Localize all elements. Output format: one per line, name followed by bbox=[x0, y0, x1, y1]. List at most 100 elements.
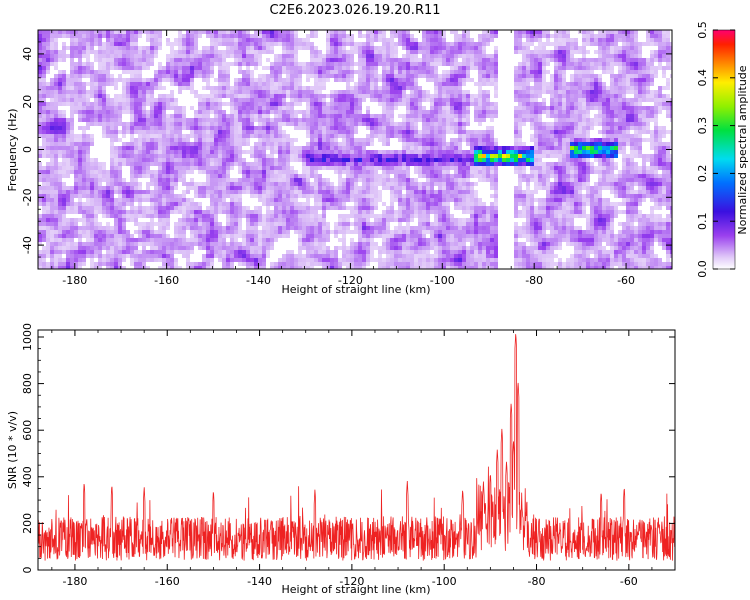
spectrogram-cell bbox=[194, 146, 198, 150]
spectrogram-cell bbox=[154, 46, 158, 50]
spectrogram-cell bbox=[630, 50, 634, 54]
spectrogram-cell bbox=[194, 150, 198, 154]
spectrogram-cell bbox=[518, 102, 522, 106]
spectrogram-cell bbox=[570, 122, 574, 126]
spectrogram-cell bbox=[338, 150, 342, 154]
spectrogram-cell bbox=[566, 134, 570, 138]
spectrogram-cell bbox=[70, 126, 74, 130]
spectrogram-cell bbox=[622, 110, 626, 114]
spectrogram-cell bbox=[46, 94, 50, 98]
spectrogram-cell bbox=[318, 126, 322, 130]
spectrogram-cell bbox=[66, 170, 70, 174]
spectrogram-cell bbox=[230, 54, 234, 58]
spectrogram-cell bbox=[610, 138, 614, 142]
spectrogram-cell bbox=[194, 46, 198, 50]
spectrogram-cell bbox=[610, 114, 614, 118]
spectrogram-cell bbox=[430, 102, 434, 106]
spectrogram-cell bbox=[474, 106, 478, 110]
spectrogram-cell bbox=[162, 134, 166, 138]
spectrogram-cell bbox=[206, 162, 210, 166]
spectrogram-cell bbox=[478, 34, 482, 38]
spectrogram-cell bbox=[454, 70, 458, 74]
spectrogram-cell bbox=[570, 102, 574, 106]
spectrogram-cell bbox=[302, 70, 306, 74]
spectrogram-cell bbox=[606, 38, 610, 42]
spectrogram-cell bbox=[190, 82, 194, 86]
spectrogram-cell bbox=[434, 146, 438, 150]
spectrogram-cell bbox=[262, 94, 266, 98]
spectrogram-cell bbox=[566, 54, 570, 58]
spectrogram-cell bbox=[526, 158, 530, 162]
spectrogram-cell bbox=[382, 150, 386, 154]
spectrogram-cell bbox=[550, 94, 554, 98]
spectrogram-cell bbox=[574, 74, 578, 78]
spectrogram-cell bbox=[630, 102, 634, 106]
spectrogram-cell bbox=[326, 94, 330, 98]
spectrogram-cell bbox=[190, 78, 194, 82]
spectrogram-cell bbox=[254, 154, 258, 158]
spectrogram-cell bbox=[670, 134, 672, 138]
spectrogram-cell bbox=[234, 98, 238, 102]
spectrogram-cell bbox=[94, 86, 98, 90]
spectrogram-cell bbox=[422, 142, 426, 146]
spectrogram-cell bbox=[246, 106, 250, 110]
spectrogram-cell bbox=[206, 134, 210, 138]
spectrogram-cell bbox=[202, 58, 206, 62]
spectrogram-cell bbox=[286, 154, 290, 158]
spectrogram-cell bbox=[634, 134, 638, 138]
spectrogram-cell bbox=[414, 66, 418, 70]
spectrogram-cell bbox=[610, 94, 614, 98]
spectrogram-cell bbox=[126, 162, 130, 166]
spectrogram-cell bbox=[362, 142, 366, 146]
spectrogram-cell bbox=[318, 54, 322, 58]
spectrogram-cell bbox=[158, 138, 162, 142]
spectrogram-cell bbox=[206, 110, 210, 114]
spectrogram-cell bbox=[634, 150, 638, 154]
spectrogram-cell bbox=[434, 138, 438, 142]
spectrogram-cell bbox=[558, 30, 562, 34]
spectrogram-cell bbox=[618, 134, 622, 138]
spectrogram-cell bbox=[78, 66, 82, 70]
spectrogram-cell bbox=[90, 46, 94, 50]
spectrogram-cell bbox=[62, 90, 66, 94]
spectrogram-cell bbox=[42, 94, 46, 98]
spectrogram-cell bbox=[230, 114, 234, 118]
spectrogram-cell bbox=[154, 122, 158, 126]
spectrogram-cell bbox=[558, 82, 562, 86]
spectrogram-cell bbox=[314, 90, 318, 94]
spectrogram-cell bbox=[246, 54, 250, 58]
spectrogram-cell bbox=[626, 106, 630, 110]
spectrogram-cell bbox=[54, 102, 58, 106]
spectrogram-cell bbox=[550, 130, 554, 134]
spectrogram-cell bbox=[474, 42, 478, 46]
spectrogram-cell bbox=[38, 62, 42, 66]
spectrogram-cell bbox=[646, 114, 650, 118]
spectrogram-cell bbox=[590, 162, 594, 166]
spectrogram-cell bbox=[334, 134, 338, 138]
spectrogram-cell bbox=[554, 138, 558, 142]
spectrogram-cell bbox=[62, 150, 66, 154]
spectrogram-cell bbox=[574, 150, 578, 154]
spectrogram-cell bbox=[74, 74, 78, 78]
spectrogram-cell bbox=[450, 90, 454, 94]
spectrogram-cell bbox=[118, 54, 122, 58]
spectrogram-cell bbox=[282, 142, 286, 146]
spectrogram-cell bbox=[130, 102, 134, 106]
spectrogram-cell bbox=[362, 138, 366, 142]
spectrogram-cell bbox=[62, 74, 66, 78]
spectrogram-cell bbox=[606, 126, 610, 130]
spectrogram-cell bbox=[110, 142, 114, 146]
spectrogram-cell bbox=[350, 54, 354, 58]
spectrogram-cell bbox=[146, 174, 150, 178]
spectrogram-cell bbox=[598, 170, 602, 174]
spectrogram-cell bbox=[138, 106, 142, 110]
spectrogram-cell bbox=[174, 170, 178, 174]
spectrogram-cell bbox=[438, 58, 442, 62]
spectrogram-cell bbox=[462, 130, 466, 134]
spectrogram-cell bbox=[306, 102, 310, 106]
spectrogram-cell bbox=[402, 34, 406, 38]
spectrogram-cell bbox=[546, 162, 550, 166]
spectrogram-cell bbox=[74, 78, 78, 82]
spectrogram-cell bbox=[342, 98, 346, 102]
spectrogram-cell bbox=[566, 150, 570, 154]
